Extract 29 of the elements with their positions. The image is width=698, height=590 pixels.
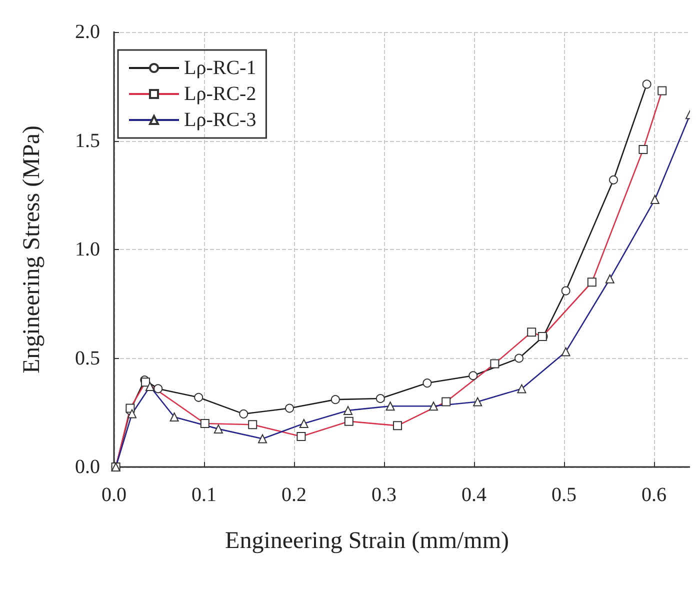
point (468, 371, 478, 380)
point (239, 409, 248, 418)
x-tick-label: 0.0 (102, 484, 126, 506)
y-tick-label: 1.0 (75, 238, 100, 260)
x-tick-label: 0.5 (552, 484, 576, 506)
x-axis-title: Engineering Strain (mm/mm) (225, 528, 509, 554)
point (561, 286, 570, 296)
x-tick-label: 0.6 (642, 484, 666, 506)
y-tick-label: 1.5 (75, 130, 100, 152)
point (154, 384, 163, 394)
y-tick-label: 2.0 (75, 21, 100, 43)
point (609, 175, 618, 184)
legend-label: Lρ-RC-2 (184, 83, 256, 105)
point (194, 392, 204, 402)
x-tick-label: 0.3 (372, 484, 396, 506)
point (422, 378, 432, 388)
x-tick-label: 0.4 (462, 484, 486, 506)
y-tick-label: 0.5 (75, 347, 100, 370)
point (642, 80, 652, 89)
y-axis-title: Engineering Stress (MPa) (19, 126, 45, 374)
point (285, 404, 294, 413)
legend-label: Lρ-RC-1 (184, 57, 256, 79)
point (376, 394, 385, 403)
legend-label: Lρ-RC-3 (184, 109, 256, 131)
x-tick-label: 0.1 (192, 484, 216, 506)
x-tick-label: 0.2 (282, 484, 306, 506)
y-tick-label: 0.0 (75, 456, 100, 478)
point (514, 354, 524, 363)
point (330, 395, 340, 404)
